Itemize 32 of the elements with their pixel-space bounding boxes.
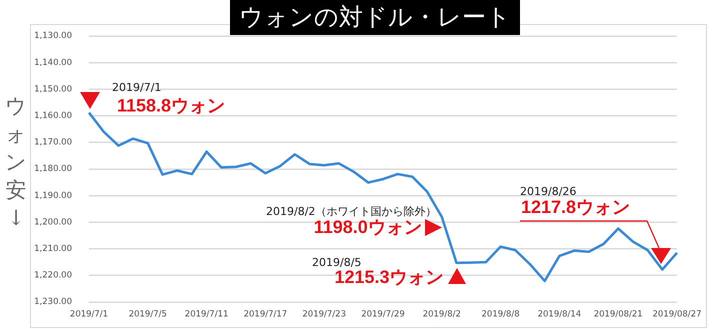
y-axis-title: ウォン安↓ [4, 93, 28, 232]
x-tick-label: 2019/7/11 [184, 309, 228, 320]
x-tick-label: 2019/8/8 [482, 309, 520, 320]
annotation: 2019/8/5 [312, 256, 362, 269]
chart-title: ウォンの対ドル・レート [230, 0, 520, 35]
y-tick-label: 1,230.00 [34, 297, 72, 308]
y-tick-label: 1,220.00 [34, 270, 72, 281]
y-tick-label: 1,170.00 [34, 138, 72, 148]
y-tick-label: 1,150.00 [34, 84, 72, 94]
x-tick-label: 2019/08/27 [652, 309, 702, 320]
x-tick-label: 2019/7/1 [70, 309, 108, 320]
y-tick-label: 1,140.00 [34, 58, 72, 68]
annotation: 2019/8/2（ホワイト国から除外） [266, 204, 436, 218]
y-tick-label: 1,130.00 [34, 31, 72, 42]
y-tick-label: 1,200.00 [34, 217, 72, 228]
x-tick-label: 2019/7/23 [302, 309, 346, 320]
x-tick-label: 2019/08/21 [594, 309, 643, 320]
x-tick-label: 2019/8/14 [538, 309, 582, 320]
x-tick-label: 2019/8/2 [422, 309, 461, 320]
annotation: 2019/8/26 [520, 184, 576, 198]
x-tick-label: 2019/7/17 [244, 309, 288, 320]
y-tick-label: 1,190.00 [34, 190, 72, 201]
y-tick-label: 1,210.00 [34, 244, 72, 254]
y-tick-label: 1,180.00 [34, 164, 72, 174]
annotation: 2019/7/1 [112, 80, 162, 94]
data-label: 1198.0ウォン [314, 216, 422, 237]
y-tick-label: 1,160.00 [34, 111, 72, 122]
data-label: 1158.8ウォン [117, 96, 226, 116]
annotation: 1217.8ウォン [521, 196, 630, 217]
x-tick-label: 2019/7/29 [361, 309, 405, 320]
x-tick-label: 2019/7/5 [128, 309, 167, 320]
data-label: 1215.3ウォン [334, 266, 444, 287]
